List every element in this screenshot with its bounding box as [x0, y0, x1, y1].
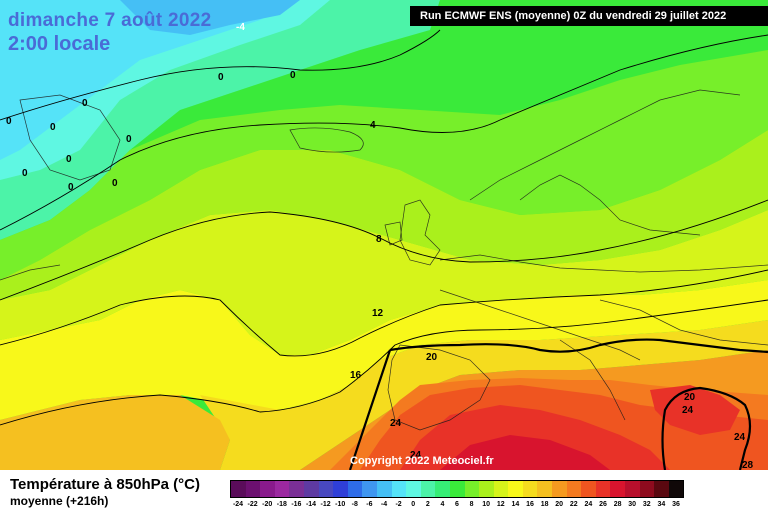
color-scale: [230, 480, 685, 498]
isotherm-label: -4: [236, 22, 245, 33]
isotherm-label: 24: [410, 450, 422, 461]
isotherm-label: 20: [426, 352, 438, 363]
isotherm-label: 0: [218, 72, 224, 83]
temperature-map: -4 0 0 0 0 0 0 0 0 0 4 8 12 16 20 24 24 …: [0, 0, 768, 470]
model-run-info: Run ECMWF ENS (moyenne) 0Z du vendredi 2…: [410, 6, 768, 26]
scale-swatch: [318, 481, 334, 497]
scale-swatch: [566, 481, 582, 497]
scale-tick-label: -18: [276, 501, 287, 508]
isotherm-label: 0: [126, 134, 132, 145]
isotherm-label: 0: [112, 178, 118, 189]
isotherm-label: 16: [350, 370, 362, 381]
scale-swatch: [479, 481, 494, 497]
scale-tick-label: -12: [320, 501, 331, 508]
scale-tick-label: 0: [411, 501, 416, 508]
scale-tick-label: 2: [425, 501, 430, 508]
scale-swatch: [347, 481, 363, 497]
scale-tick-label: 12: [496, 501, 505, 508]
scale-swatch: [595, 481, 611, 497]
isotherm-label: 0: [66, 154, 72, 165]
scale-swatch: [581, 481, 596, 497]
scale-swatch: [552, 481, 567, 497]
scale-swatch: [362, 481, 377, 497]
scale-tick-label: 28: [613, 501, 622, 508]
scale-tick-label: 4: [440, 501, 445, 508]
scale-swatch: [260, 481, 275, 497]
scale-tick-label: -16: [291, 501, 302, 508]
scale-swatch: [303, 481, 319, 497]
forecast-date: dimanche 7 août 2022: [8, 10, 212, 31]
scale-tick-label: -6: [366, 501, 373, 508]
scale-swatch: [391, 481, 407, 497]
isotherm-label: 28: [742, 460, 754, 470]
scale-swatch: [245, 481, 261, 497]
isotherm-label: 20: [684, 392, 696, 403]
scale-swatch: [639, 481, 655, 497]
scale-tick-label: 36: [672, 501, 680, 508]
scale-swatch: [231, 481, 246, 497]
scale-tick-label: 24: [584, 501, 593, 508]
scale-tick-label: -20: [262, 501, 273, 508]
scale-swatch: [537, 481, 553, 497]
scale-swatch: [654, 481, 669, 497]
isotherm-label: 0: [22, 168, 28, 179]
scale-swatch: [420, 481, 436, 497]
scale-tick-label: -14: [305, 501, 317, 508]
scale-tick-label: 6: [455, 501, 459, 508]
scale-tick-label: -24: [232, 501, 244, 508]
scale-tick-label: 16: [526, 501, 534, 508]
scale-tick-label: 30: [628, 501, 637, 508]
color-scale-labels: -24 -22 -20 -18 -16 -14 -12 -10 -8 -6 -4 -2 0 2 4 6 8 10 1…: [233, 501, 708, 511]
scale-tick-label: 14: [511, 501, 520, 508]
scale-swatch: [522, 481, 538, 497]
scale-swatch: [406, 481, 421, 497]
copyright-text: Copyright 2022 Meteociel.fr: [350, 455, 494, 467]
scale-tick-label: 10: [482, 501, 491, 508]
isotherm-label: 24: [682, 405, 694, 416]
scale-tick-label: 20: [555, 501, 564, 508]
isotherm-label: 24: [734, 432, 746, 443]
scale-tick-label: 18: [540, 501, 549, 508]
legend-title: Température à 850hPa (°C): [10, 476, 200, 493]
scale-tick-label: -4: [380, 501, 388, 508]
scale-tick-label: 34: [657, 501, 666, 508]
scale-tick-label: 8: [469, 501, 474, 508]
isotherm-label: 8: [376, 234, 382, 245]
scale-swatch: [493, 481, 509, 497]
scale-swatch: [333, 481, 348, 497]
isotherm-label: 4: [370, 120, 376, 131]
isotherm-label: 0: [50, 122, 56, 133]
scale-swatch: [289, 481, 304, 497]
isotherm-label: 0: [68, 182, 74, 193]
scale-tick-label: -10: [335, 501, 346, 508]
scale-swatch: [610, 481, 626, 497]
scale-tick-label: -8: [351, 501, 358, 508]
scale-swatch: [625, 481, 640, 497]
scale-tick-label: -22: [247, 501, 258, 508]
scale-swatch: [508, 481, 523, 497]
scale-swatch: [376, 481, 392, 497]
forecast-time: 2:00 locale: [8, 33, 111, 55]
scale-swatch: [449, 481, 465, 497]
scale-tick-label: -2: [395, 501, 402, 508]
scale-tick-label: 26: [599, 501, 607, 508]
isotherm-label: 0: [6, 116, 12, 127]
scale-tick-label: 22: [569, 501, 578, 508]
isotherm-label: 0: [82, 98, 88, 109]
scale-swatch: [464, 481, 480, 497]
scale-swatch: [668, 481, 684, 497]
legend-subtitle: moyenne (+216h): [10, 494, 109, 508]
scale-swatch: [274, 481, 290, 497]
scale-swatch: [435, 481, 450, 497]
scale-tick-label: 32: [642, 501, 651, 508]
isotherm-label: 12: [372, 308, 384, 319]
isotherm-label: 0: [290, 70, 296, 81]
legend: Température à 850hPa (°C) moyenne (+216h…: [0, 470, 768, 512]
isotherm-label: 24: [390, 418, 402, 429]
